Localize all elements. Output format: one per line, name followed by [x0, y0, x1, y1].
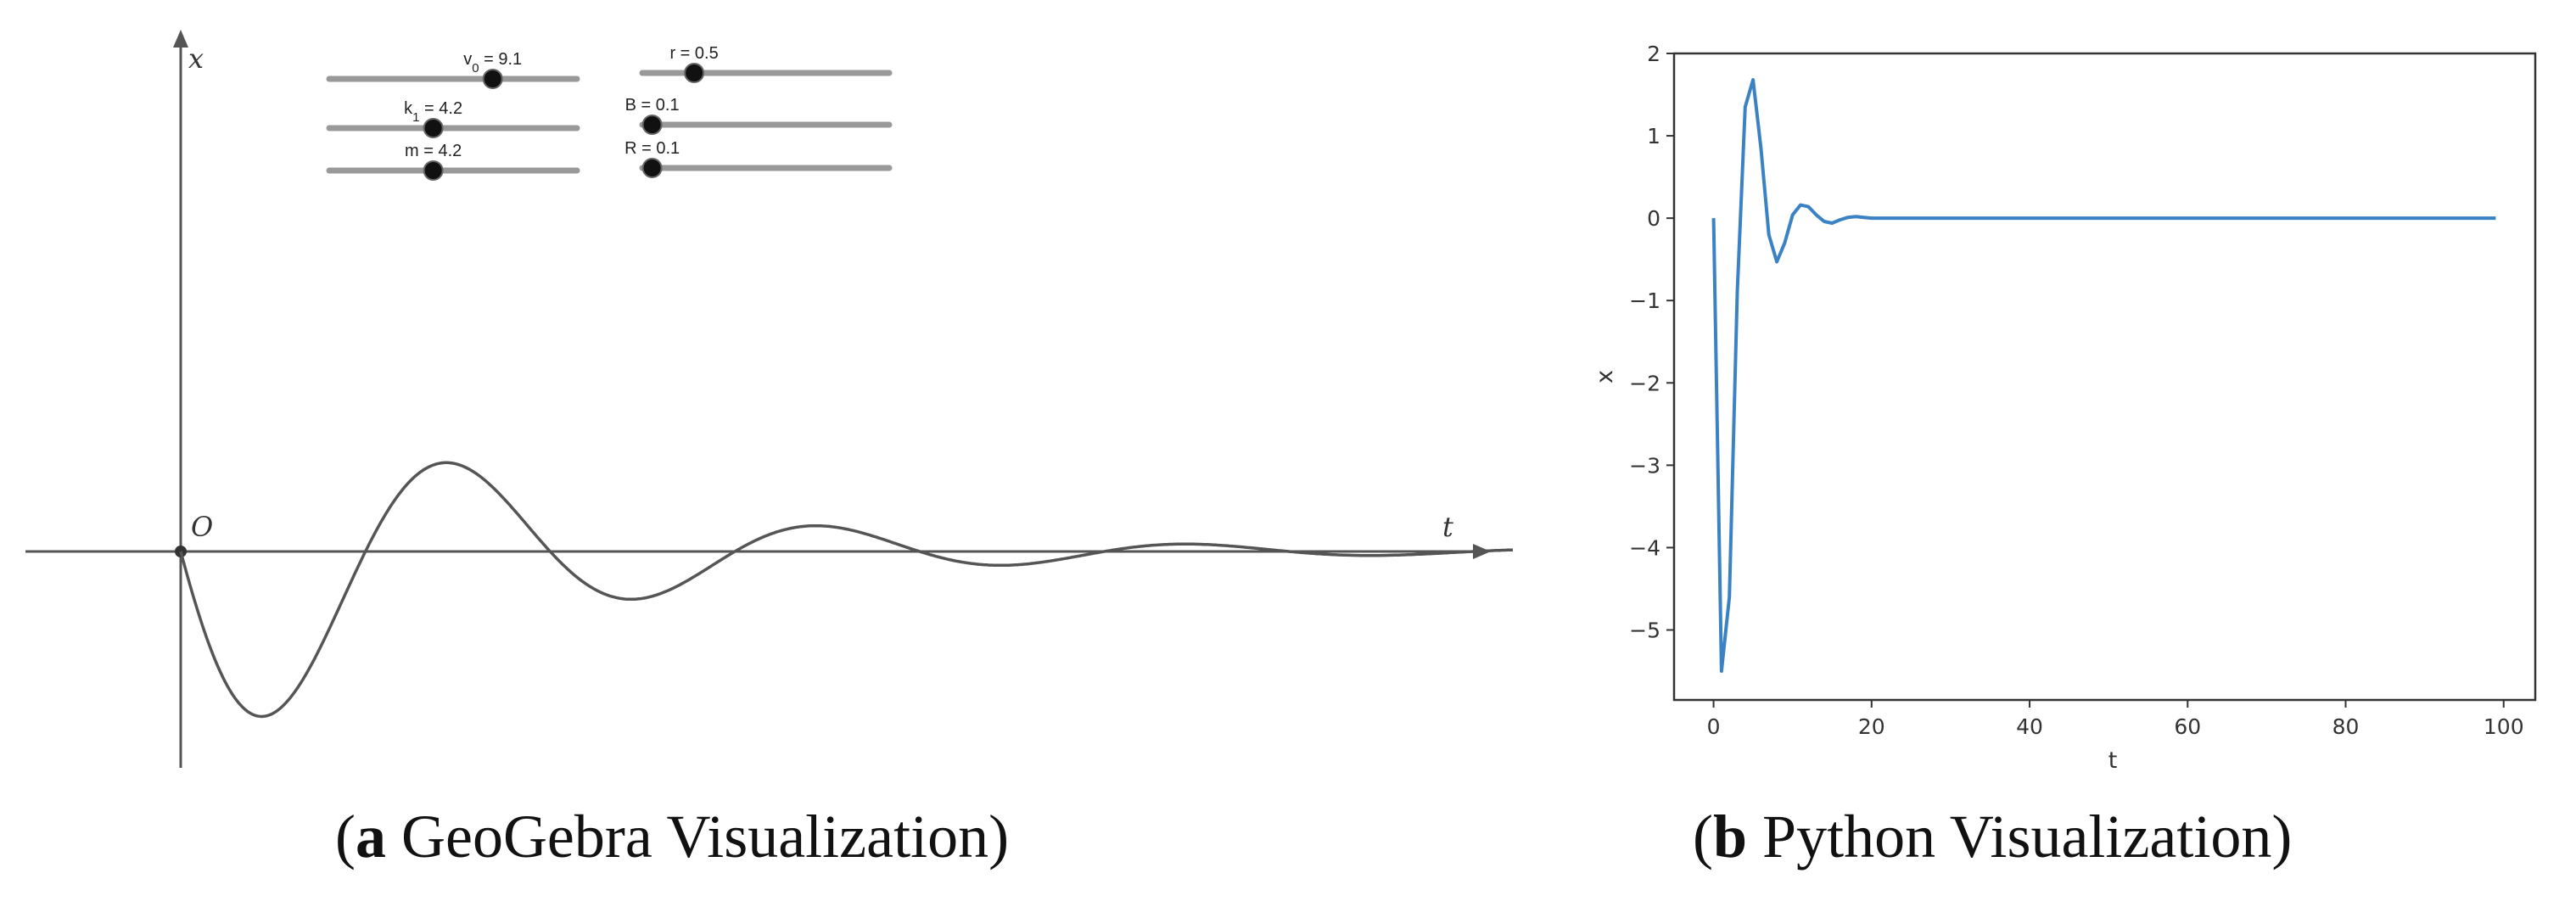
x-tick-label: 0 — [1707, 714, 1721, 739]
slider-m[interactable]: m = 4.2 — [326, 142, 580, 181]
y-axis-label: x — [1592, 370, 1618, 383]
caption-b-letter: b — [1712, 803, 1748, 870]
y-tick-label: −3 — [1629, 453, 1660, 478]
slider-knob[interactable] — [482, 69, 503, 89]
slider-knob[interactable] — [641, 115, 663, 135]
y-tick-label: −2 — [1629, 371, 1660, 395]
slider-label: r = 0.5 — [669, 44, 718, 63]
y-tick-label: 1 — [1647, 124, 1660, 148]
y-tick-label: −4 — [1629, 535, 1660, 560]
caption-a-letter: a — [355, 803, 386, 870]
slider-knob[interactable] — [684, 63, 705, 83]
slider-label: v0 = 9.1 — [463, 50, 522, 76]
geogebra-panel: x t O v0 = 9.1k1 = 4.2 m = 4.2 r = 0.5 B = … — [25, 30, 1513, 768]
x-tick-label: 40 — [2016, 714, 2043, 739]
slider-label: B = 0.1 — [625, 96, 680, 115]
slider-label: m = 4.2 — [405, 142, 462, 160]
x-tick-label: 100 — [2484, 714, 2524, 739]
x-tick-label: 60 — [2174, 714, 2201, 739]
slider-r[interactable]: r = 0.5 — [639, 44, 893, 83]
slider-k1[interactable]: k1 = 4.2 — [326, 99, 580, 138]
slider-R[interactable]: R = 0.1 — [624, 139, 893, 178]
plot-frame — [1672, 52, 2537, 702]
series-line — [1711, 78, 2496, 673]
slider-knob[interactable] — [423, 118, 444, 138]
x-tick-label: 80 — [2332, 714, 2360, 739]
caption-a-text: GeoGebra Visualization — [385, 803, 989, 870]
y-tick-label: −5 — [1629, 618, 1660, 642]
slider-knob[interactable] — [641, 158, 663, 178]
caption-b: (b Python Visualization) — [1693, 803, 2293, 870]
tick-group: 0 20 40 60 80 100 −5 −4 −3 −2 −1 0 1 2 — [1629, 42, 2523, 739]
slider-knob[interactable] — [423, 160, 444, 181]
y-tick-label: 2 — [1647, 42, 1660, 66]
python-plot: 0 20 40 60 80 100 −5 −4 −3 −2 −1 0 1 2 t x — [1592, 42, 2537, 774]
slider-label: k1 = 4.2 — [404, 99, 462, 125]
slider-v0[interactable]: v0 = 9.1 — [326, 50, 580, 89]
caption-a: (a GeoGebra Visualization) — [335, 803, 1010, 870]
geogebra-origin-letter: O — [191, 511, 213, 543]
y-tick-label: 0 — [1647, 206, 1660, 231]
slider-B[interactable]: B = 0.1 — [625, 96, 893, 135]
caption-b-text: Python Visualization — [1747, 803, 2272, 870]
x-tick-label: 20 — [1858, 714, 1885, 739]
damped-oscillation-curve — [179, 461, 1513, 719]
geogebra-x-letter: x — [188, 42, 204, 75]
slider-label: R = 0.1 — [624, 139, 680, 158]
y-tick-label: −1 — [1629, 288, 1660, 313]
x-axis-label: t — [2108, 747, 2118, 774]
x-axis-arrowhead — [173, 30, 188, 48]
slider-panel: v0 = 9.1k1 = 4.2 m = 4.2 r = 0.5 B = 0.1 R =… — [326, 44, 893, 181]
geogebra-t-letter: t — [1442, 511, 1453, 543]
